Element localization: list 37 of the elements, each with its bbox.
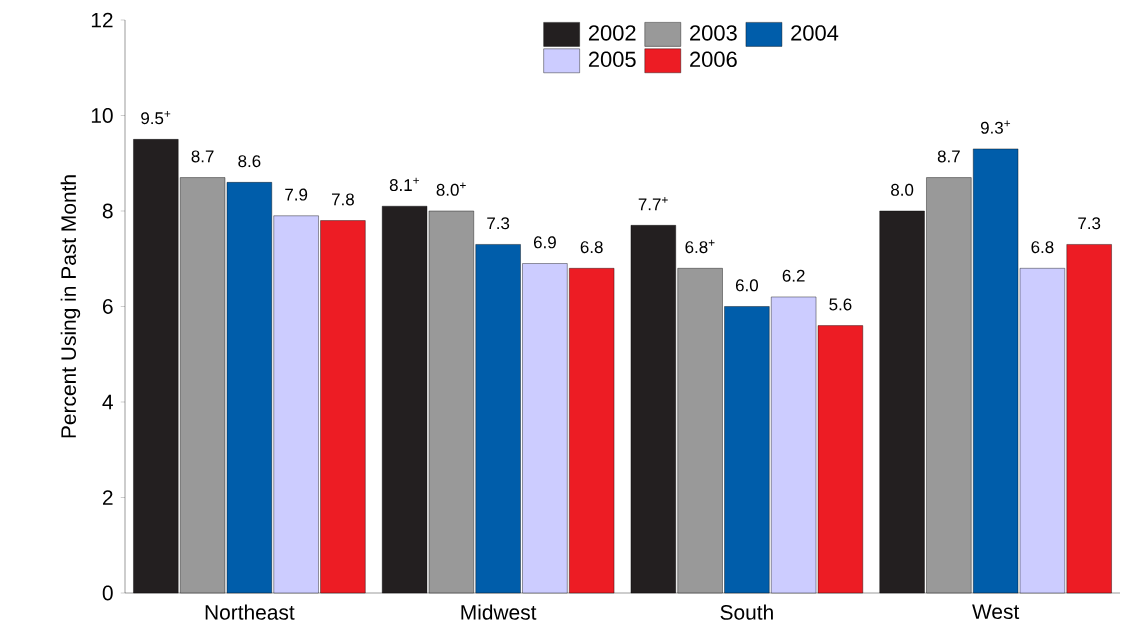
y-tick-label: 0	[102, 585, 113, 601]
data-label: 7.9	[285, 188, 308, 201]
data-label: 9.3$^{+}$	[980, 120, 1011, 134]
y-tick-label: 2	[102, 490, 113, 505]
data-label: 6.2	[782, 269, 805, 282]
data-label: 8.1$^{+}$	[389, 177, 419, 192]
y-tick-label: 6	[103, 299, 113, 314]
legend-label: 2004	[791, 25, 839, 41]
x-tick-label: South	[720, 604, 773, 620]
legend-label: 2006	[690, 51, 737, 68]
data-label: 6.9	[533, 236, 556, 249]
data-label: 7.3	[487, 217, 510, 230]
data-label: 7.3	[1078, 217, 1101, 230]
data-label: 6.8	[1031, 241, 1054, 254]
y-tick-label: 12	[91, 12, 113, 28]
x-tick-label: Northeast	[205, 604, 295, 620]
data-label: 8.7	[191, 150, 214, 163]
data-label: 9.5$^{+}$	[141, 110, 171, 125]
y-tick-label: 8	[102, 203, 113, 219]
y-tick-label: 10	[91, 108, 113, 123]
y-tick-label: 4	[102, 394, 113, 410]
legend-label: 2005	[588, 51, 636, 68]
data-label: 6.0	[735, 279, 758, 292]
legend-label: 2002	[588, 25, 636, 41]
data-label: 6.8	[580, 241, 603, 254]
legend-label: 2003	[690, 25, 737, 41]
y-axis-title: Percent Using in Past Month	[60, 175, 81, 438]
data-label: 8.0$^{+}$	[436, 182, 466, 196]
data-label: 8.0	[891, 183, 914, 196]
data-label: 8.7	[937, 150, 960, 163]
data-label: 8.6	[238, 155, 261, 168]
x-tick-label: Midwest	[461, 604, 537, 620]
data-label: 7.8	[332, 193, 354, 206]
x-tick-label: West	[972, 604, 1020, 620]
data-label: 7.7$^{+}$	[638, 197, 668, 211]
data-label: 6.8$^{+}$	[685, 239, 715, 254]
data-label: 5.6	[829, 298, 852, 311]
